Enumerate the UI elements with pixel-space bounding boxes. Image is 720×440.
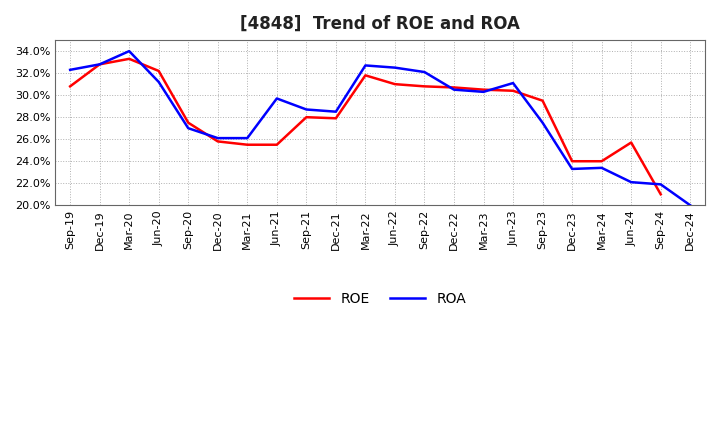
ROA (480, 89, 488, 95)
ROE (213, 139, 222, 144)
ROA (568, 166, 577, 172)
ROA (213, 136, 222, 141)
ROA (391, 65, 400, 70)
ROE (95, 62, 104, 67)
ROE (243, 142, 251, 147)
ROA (686, 203, 695, 208)
ROA (302, 107, 310, 112)
ROA (509, 81, 518, 86)
ROA (95, 62, 104, 67)
ROA (598, 165, 606, 170)
ROA (657, 182, 665, 187)
ROE (480, 87, 488, 92)
ROA (420, 70, 429, 75)
ROE (302, 114, 310, 120)
ROE (509, 88, 518, 93)
Title: [4848]  Trend of ROE and ROA: [4848] Trend of ROE and ROA (240, 15, 520, 33)
ROE (598, 158, 606, 164)
ROA (243, 136, 251, 141)
ROA (361, 63, 370, 68)
ROA (272, 96, 281, 101)
ROE (361, 73, 370, 78)
ROA (66, 67, 74, 73)
ROA (332, 109, 341, 114)
ROE (184, 120, 192, 125)
ROE (539, 98, 547, 103)
Legend: ROE, ROA: ROE, ROA (289, 286, 472, 312)
ROE (450, 85, 459, 90)
ROE (272, 142, 281, 147)
ROE (657, 192, 665, 197)
ROA (539, 120, 547, 125)
ROA (450, 87, 459, 92)
ROE (420, 84, 429, 89)
ROE (154, 68, 163, 73)
ROE (332, 116, 341, 121)
ROE (125, 56, 133, 62)
ROA (627, 180, 636, 185)
Line: ROE: ROE (70, 59, 661, 194)
ROA (125, 48, 133, 54)
ROA (184, 125, 192, 131)
ROE (66, 84, 74, 89)
ROE (391, 81, 400, 87)
ROE (568, 158, 577, 164)
Line: ROA: ROA (70, 51, 690, 205)
ROA (154, 79, 163, 84)
ROE (627, 140, 636, 145)
